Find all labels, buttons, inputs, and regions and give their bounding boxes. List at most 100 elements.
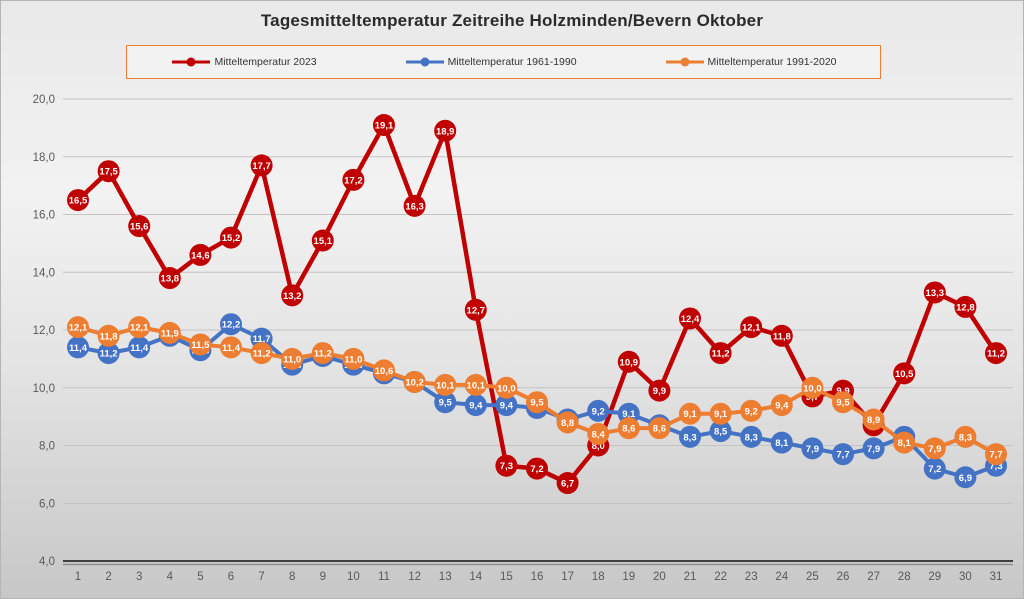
data-point-label: 9,1 xyxy=(622,409,636,420)
data-point-label: 9,2 xyxy=(745,406,758,417)
data-point-marker xyxy=(495,394,518,417)
x-axis-label: 18 xyxy=(592,571,605,583)
data-point-label: 13,2 xyxy=(283,291,302,302)
data-point-label: 14,6 xyxy=(191,250,210,261)
data-point-label: 12,2 xyxy=(222,320,241,331)
x-axis-label: 28 xyxy=(898,571,911,583)
data-point-marker xyxy=(923,457,946,480)
data-point-label: 7,7 xyxy=(989,450,1002,461)
y-axis-label: 20,0 xyxy=(33,94,55,106)
data-point-marker xyxy=(373,113,395,136)
data-point-label: 7,2 xyxy=(928,464,941,475)
data-point-marker xyxy=(648,379,671,402)
data-point-marker xyxy=(709,342,732,365)
data-point-marker xyxy=(985,342,1007,365)
data-point-label: 8,3 xyxy=(683,432,696,443)
x-axis-label: 10 xyxy=(347,571,360,583)
data-point-marker xyxy=(250,154,273,177)
data-point-marker xyxy=(464,298,487,321)
legend-label: Mitteltemperatur 1991-2020 xyxy=(707,56,837,68)
data-point-marker xyxy=(495,376,518,399)
data-point-marker xyxy=(801,376,824,399)
data-point-marker xyxy=(679,307,701,330)
data-point-label: 10,5 xyxy=(895,369,914,380)
data-point-label: 12,8 xyxy=(956,302,975,313)
data-point-marker xyxy=(709,420,732,443)
data-point-marker xyxy=(587,399,610,422)
series-line-1 xyxy=(75,122,999,486)
y-axis-label: 18,0 xyxy=(33,152,55,164)
data-point-label: 10,9 xyxy=(620,357,639,368)
x-axis-label: 30 xyxy=(959,571,972,583)
data-point-marker xyxy=(801,437,824,460)
data-point-label: 12,1 xyxy=(69,323,88,334)
data-point-marker xyxy=(434,119,457,142)
y-axis-label: 6,0 xyxy=(39,498,55,510)
data-point-label: 7,2 xyxy=(530,464,543,475)
data-point-label: 8,6 xyxy=(622,424,635,435)
data-point-marker xyxy=(220,313,242,336)
data-point-marker xyxy=(128,316,151,339)
x-axis-label: 27 xyxy=(867,571,880,583)
data-point-marker xyxy=(403,370,426,393)
data-point-marker xyxy=(770,394,793,417)
data-point-label: 9,1 xyxy=(683,409,697,420)
data-point-marker xyxy=(740,425,763,448)
data-point-marker xyxy=(220,336,242,359)
data-point-marker xyxy=(893,431,916,454)
data-point-marker xyxy=(281,284,304,307)
x-axis-label: 20 xyxy=(653,571,666,583)
data-point-label: 12,4 xyxy=(681,314,700,325)
x-axis-label: 8 xyxy=(289,571,295,583)
data-point-marker xyxy=(342,168,365,191)
data-point-marker xyxy=(679,402,701,425)
data-point-label: 6,7 xyxy=(561,479,574,490)
data-point-label: 11,8 xyxy=(773,331,791,342)
data-point-label: 8,1 xyxy=(775,438,789,449)
legend-marker-icon xyxy=(172,57,211,67)
data-point-marker xyxy=(189,243,212,266)
data-point-label: 8,8 xyxy=(561,418,574,429)
x-axis-label: 22 xyxy=(714,571,727,583)
data-point-marker xyxy=(679,425,701,448)
data-point-marker xyxy=(128,215,151,238)
data-point-marker xyxy=(434,391,457,414)
data-point-label: 8,3 xyxy=(745,432,758,443)
y-axis-label: 4,0 xyxy=(39,556,55,568)
data-point-marker xyxy=(464,373,487,396)
data-point-marker xyxy=(770,324,793,347)
data-point-marker xyxy=(587,422,610,445)
data-point-marker xyxy=(556,411,579,434)
data-point-marker xyxy=(342,347,365,370)
data-point-label: 11,4 xyxy=(222,343,241,354)
legend-marker-icon xyxy=(665,57,704,67)
x-axis-label: 7 xyxy=(258,571,264,583)
data-point-label: 11,0 xyxy=(344,354,362,365)
data-point-label: 15,6 xyxy=(130,222,149,233)
data-point-marker xyxy=(434,373,457,396)
data-point-label: 9,2 xyxy=(592,406,605,417)
data-point-label: 6,9 xyxy=(959,473,972,484)
data-point-label: 19,1 xyxy=(375,120,394,131)
data-point-label: 17,5 xyxy=(99,167,118,178)
x-axis-label: 19 xyxy=(622,571,635,583)
x-axis-label: 5 xyxy=(197,571,203,583)
x-axis-label: 13 xyxy=(439,571,452,583)
legend-label: Mitteltemperatur 2023 xyxy=(214,56,317,68)
data-point-label: 8,0 xyxy=(592,441,605,452)
data-point-label: 9,1 xyxy=(714,409,728,420)
data-point-label: 8,1 xyxy=(898,438,912,449)
data-point-marker xyxy=(893,362,916,385)
data-point-label: 11,5 xyxy=(191,340,210,351)
data-point-marker xyxy=(464,394,487,417)
data-point-marker xyxy=(648,417,671,440)
y-axis-label: 14,0 xyxy=(33,267,55,279)
data-point-label: 11,4 xyxy=(130,343,149,354)
y-axis-label: 16,0 xyxy=(33,210,55,222)
x-axis-label: 17 xyxy=(561,571,574,583)
data-point-marker xyxy=(220,226,242,249)
data-point-label: 11,8 xyxy=(100,331,118,342)
data-point-label: 11,2 xyxy=(100,349,118,360)
data-point-label: 9,4 xyxy=(469,401,483,412)
